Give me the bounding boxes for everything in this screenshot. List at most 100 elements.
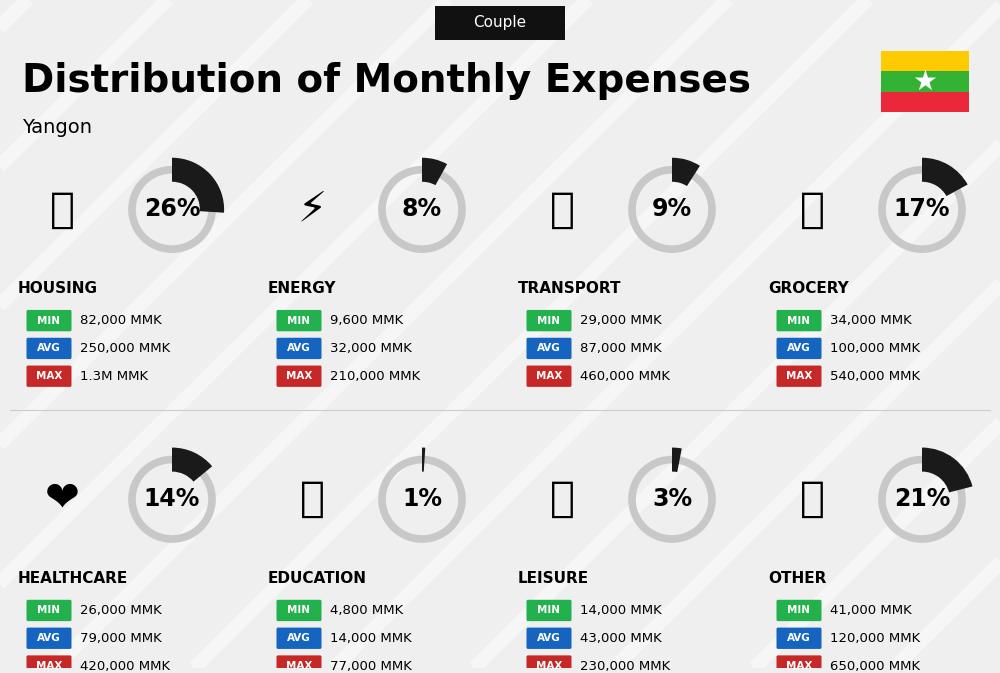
Wedge shape — [922, 448, 972, 493]
Wedge shape — [422, 157, 447, 185]
Text: MAX: MAX — [36, 371, 62, 381]
Text: 4,800 MMK: 4,800 MMK — [330, 604, 403, 617]
Text: 3%: 3% — [652, 487, 692, 511]
FancyBboxPatch shape — [276, 656, 322, 673]
Text: MIN: MIN — [538, 316, 560, 326]
Text: MAX: MAX — [536, 661, 562, 671]
Text: MIN: MIN — [288, 316, 310, 326]
Text: 41,000 MMK: 41,000 MMK — [830, 604, 912, 617]
Text: 210,000 MMK: 210,000 MMK — [330, 369, 420, 383]
Text: 🎓: 🎓 — [300, 479, 324, 520]
Text: Yangon: Yangon — [22, 118, 92, 137]
Text: MIN: MIN — [788, 316, 810, 326]
Wedge shape — [922, 157, 968, 196]
FancyBboxPatch shape — [776, 628, 822, 649]
Text: 26,000 MMK: 26,000 MMK — [80, 604, 162, 617]
Text: MAX: MAX — [786, 371, 812, 381]
FancyBboxPatch shape — [26, 628, 72, 649]
Text: HEALTHCARE: HEALTHCARE — [18, 571, 128, 586]
Text: 250,000 MMK: 250,000 MMK — [80, 342, 170, 355]
Wedge shape — [672, 448, 682, 472]
Text: 🏢: 🏢 — [50, 188, 74, 230]
Text: 8%: 8% — [402, 197, 442, 221]
FancyBboxPatch shape — [276, 600, 322, 621]
Text: MIN: MIN — [788, 606, 810, 616]
Text: 100,000 MMK: 100,000 MMK — [830, 342, 920, 355]
FancyBboxPatch shape — [26, 310, 72, 331]
Text: MAX: MAX — [786, 661, 812, 671]
FancyBboxPatch shape — [776, 365, 822, 387]
Text: MAX: MAX — [536, 371, 562, 381]
Text: 9%: 9% — [652, 197, 692, 221]
FancyBboxPatch shape — [276, 310, 322, 331]
Text: 17%: 17% — [894, 197, 950, 221]
Text: AVG: AVG — [787, 343, 811, 353]
Text: LEISURE: LEISURE — [518, 571, 589, 586]
Text: MAX: MAX — [286, 371, 312, 381]
Text: 650,000 MMK: 650,000 MMK — [830, 660, 920, 672]
Text: Distribution of Monthly Expenses: Distribution of Monthly Expenses — [22, 63, 751, 100]
Text: 82,000 MMK: 82,000 MMK — [80, 314, 162, 327]
Text: 👜: 👜 — [799, 479, 824, 520]
Text: ENERGY: ENERGY — [268, 281, 336, 296]
Wedge shape — [672, 157, 700, 186]
Text: 79,000 MMK: 79,000 MMK — [80, 632, 162, 645]
Text: AVG: AVG — [537, 633, 561, 643]
Text: 77,000 MMK: 77,000 MMK — [330, 660, 412, 672]
Text: 14,000 MMK: 14,000 MMK — [330, 632, 412, 645]
FancyBboxPatch shape — [26, 600, 72, 621]
FancyBboxPatch shape — [881, 92, 969, 112]
Text: 1%: 1% — [402, 487, 442, 511]
Text: OTHER: OTHER — [768, 571, 826, 586]
Text: HOUSING: HOUSING — [18, 281, 98, 296]
Text: AVG: AVG — [37, 633, 61, 643]
Text: 230,000 MMK: 230,000 MMK — [580, 660, 670, 672]
Text: 29,000 MMK: 29,000 MMK — [580, 314, 662, 327]
Text: MIN: MIN — [288, 606, 310, 616]
Text: MIN: MIN — [538, 606, 560, 616]
FancyBboxPatch shape — [526, 600, 572, 621]
FancyBboxPatch shape — [881, 71, 969, 92]
Wedge shape — [172, 448, 212, 482]
FancyBboxPatch shape — [776, 600, 822, 621]
Text: 14,000 MMK: 14,000 MMK — [580, 604, 662, 617]
Text: AVG: AVG — [537, 343, 561, 353]
FancyBboxPatch shape — [26, 338, 72, 359]
FancyBboxPatch shape — [276, 365, 322, 387]
Text: AVG: AVG — [287, 343, 311, 353]
Text: MAX: MAX — [36, 661, 62, 671]
Text: MIN: MIN — [38, 606, 60, 616]
FancyBboxPatch shape — [526, 310, 572, 331]
Text: 26%: 26% — [144, 197, 200, 221]
Text: 32,000 MMK: 32,000 MMK — [330, 342, 412, 355]
Text: ⚡: ⚡ — [297, 188, 327, 230]
Text: 460,000 MMK: 460,000 MMK — [580, 369, 670, 383]
Text: MIN: MIN — [38, 316, 60, 326]
FancyBboxPatch shape — [881, 50, 969, 71]
Text: AVG: AVG — [37, 343, 61, 353]
Text: 14%: 14% — [144, 487, 200, 511]
Text: AVG: AVG — [787, 633, 811, 643]
Text: 420,000 MMK: 420,000 MMK — [80, 660, 170, 672]
Text: 🚌: 🚌 — [550, 188, 574, 230]
Text: 34,000 MMK: 34,000 MMK — [830, 314, 912, 327]
Wedge shape — [422, 448, 425, 472]
Text: 1.3M MMK: 1.3M MMK — [80, 369, 148, 383]
Text: 540,000 MMK: 540,000 MMK — [830, 369, 920, 383]
FancyBboxPatch shape — [776, 310, 822, 331]
Text: 21%: 21% — [894, 487, 950, 511]
Text: 🛍️: 🛍️ — [550, 479, 574, 520]
FancyBboxPatch shape — [526, 338, 572, 359]
FancyBboxPatch shape — [776, 656, 822, 673]
Text: 🛒: 🛒 — [799, 188, 824, 230]
Text: ★: ★ — [913, 67, 937, 96]
FancyBboxPatch shape — [276, 338, 322, 359]
Text: 120,000 MMK: 120,000 MMK — [830, 632, 920, 645]
Text: 9,600 MMK: 9,600 MMK — [330, 314, 403, 327]
Wedge shape — [172, 157, 224, 213]
Text: EDUCATION: EDUCATION — [268, 571, 367, 586]
Text: Couple: Couple — [473, 15, 527, 30]
Text: ❤️: ❤️ — [45, 479, 79, 520]
Text: TRANSPORT: TRANSPORT — [518, 281, 622, 296]
Text: AVG: AVG — [287, 633, 311, 643]
